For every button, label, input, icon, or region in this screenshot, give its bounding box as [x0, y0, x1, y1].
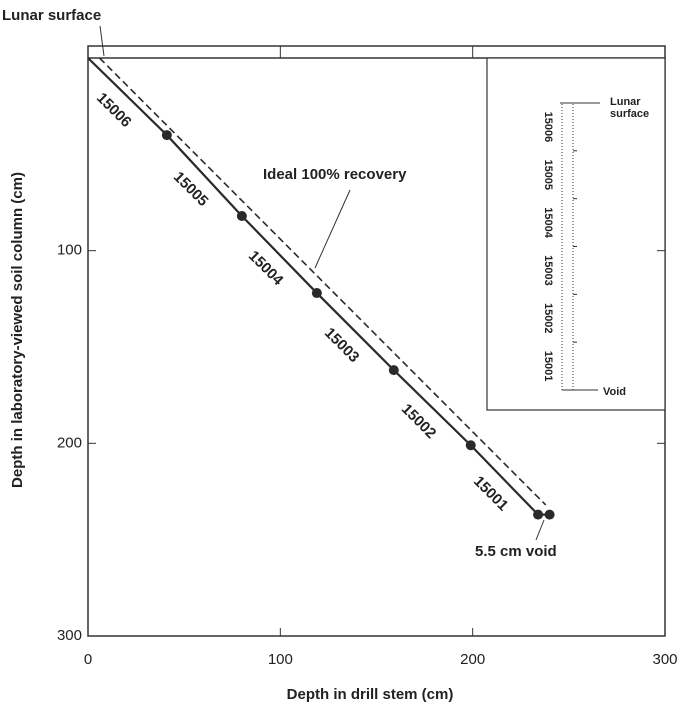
inset-segment-label: 15005: [542, 159, 554, 190]
segment-label: 15003: [321, 324, 363, 366]
segment-label: 15006: [93, 89, 135, 131]
segment-label: 15002: [398, 401, 440, 443]
ideal-line: [100, 58, 546, 505]
segment-label: 15004: [245, 247, 287, 289]
point: [545, 510, 555, 520]
point: [162, 130, 172, 140]
inset-label: Void: [603, 386, 626, 398]
x-tick-label: 200: [460, 651, 485, 668]
point: [466, 440, 476, 450]
inset-segment-label: 15002: [542, 303, 554, 334]
y-tick-label: 300: [57, 627, 82, 644]
x-axis-title: Depth in drill stem (cm): [287, 686, 454, 703]
annotation: 5.5 cm void: [475, 543, 557, 560]
annotation-arrow: [315, 190, 350, 268]
annotation-arrow: [536, 520, 544, 540]
y-tick-label: 200: [57, 434, 82, 451]
x-tick-label: 300: [652, 651, 677, 668]
segment-label: 15001: [470, 473, 512, 515]
x-tick-label: 100: [268, 651, 293, 668]
y-axis-title: Depth in laboratory-viewed soil column (…: [9, 172, 26, 488]
inset-label: surface: [610, 108, 649, 120]
point: [237, 211, 247, 221]
annotation: Lunar surface: [2, 7, 101, 24]
point: [312, 288, 322, 298]
y-tick-label: 100: [57, 242, 82, 259]
annotation: Ideal 100% recovery: [263, 166, 407, 183]
annotation-arrow: [100, 26, 104, 56]
inset-segment-label: 15001: [542, 351, 554, 382]
core-line: [88, 58, 550, 515]
point: [533, 510, 543, 520]
inset-label: Lunar: [610, 96, 641, 108]
inset-segment-label: 15004: [542, 207, 554, 238]
inset-core: [562, 103, 573, 390]
inset-segment-label: 15006: [542, 112, 554, 143]
point: [389, 365, 399, 375]
segment-label: 15005: [170, 168, 212, 210]
chart: Depth in drill stem (cm) Depth in labora…: [0, 0, 679, 713]
inset-segment-label: 15003: [542, 255, 554, 286]
x-tick-label: 0: [84, 651, 92, 668]
